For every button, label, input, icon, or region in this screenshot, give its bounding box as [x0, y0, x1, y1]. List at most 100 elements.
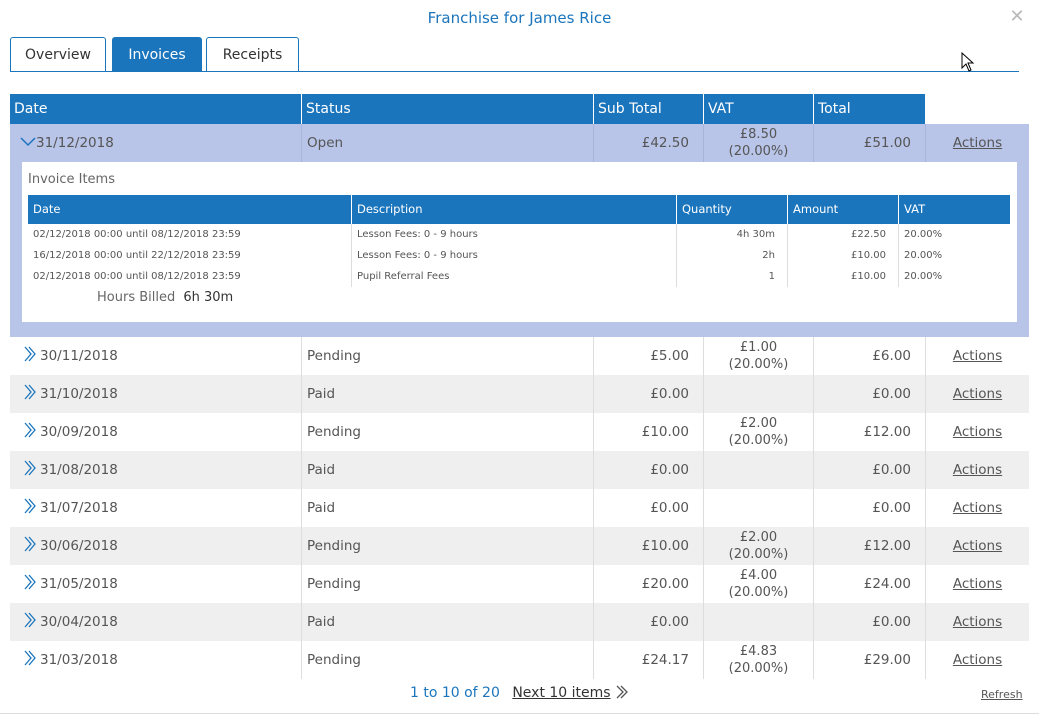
header-vat[interactable]: VAT: [704, 94, 814, 124]
chevron-right-icon[interactable]: [24, 384, 38, 404]
row-sub-total: £42.50: [594, 124, 704, 162]
row-total: £29.00: [814, 641, 926, 679]
row-date: 30/04/2018: [40, 614, 118, 630]
item-amount: £10.00: [788, 245, 899, 266]
row-date-cell: 30/09/2018: [10, 413, 302, 451]
header-total[interactable]: Total: [814, 94, 926, 124]
row-vat: [704, 375, 814, 413]
row-actions-cell: Actions: [926, 451, 1029, 489]
item-date: 02/12/2018 00:00 until 08/12/2018 23:59: [28, 266, 352, 287]
row-date-cell: 30/06/2018: [10, 527, 302, 565]
actions-link[interactable]: Actions: [952, 652, 1003, 668]
item-header-quantity: Quantity: [677, 195, 788, 224]
invoice-items-table: Date Description Quantity Amount VAT 02/…: [28, 195, 1010, 287]
row-date: 30/11/2018: [40, 348, 118, 364]
row-vat-amount: £4.83: [739, 644, 778, 659]
row-date: 30/09/2018: [40, 424, 118, 440]
item-vat: 20.00%: [904, 229, 943, 240]
row-sub-total: £0.00: [594, 489, 704, 527]
row-date-cell: 30/11/2018: [10, 337, 302, 375]
actions-link[interactable]: Actions: [952, 348, 1003, 364]
chevron-right-icon[interactable]: [615, 685, 629, 699]
close-icon[interactable]: ✕: [1009, 6, 1025, 27]
row-actions-cell: Actions: [926, 565, 1029, 603]
row-vat-rate: (20.00%): [728, 144, 789, 159]
row-sub-total: £24.17: [594, 641, 704, 679]
chevron-right-icon[interactable]: [24, 460, 38, 480]
table-row[interactable]: 31/05/2018 Pending £20.00 £4.00 (20.00%) £24.…: [10, 565, 1029, 603]
chevron-right-icon[interactable]: [24, 612, 38, 632]
row-actions-cell: Actions: [926, 489, 1029, 527]
dialog-title: Franchise for James Rice: [427, 9, 612, 27]
next-page-link[interactable]: Next 10 items: [512, 685, 611, 701]
actions-link[interactable]: Actions: [952, 462, 1003, 478]
header-date[interactable]: Date: [10, 94, 302, 124]
header-status[interactable]: Status: [302, 94, 594, 124]
row-vat-rate: (20.00%): [728, 661, 789, 676]
row-vat-rate: (20.00%): [728, 357, 789, 372]
actions-link[interactable]: Actions: [952, 424, 1003, 440]
invoice-item-row: 16/12/2018 00:00 until 22/12/2018 23:59 …: [28, 245, 1010, 266]
row-vat: £4.00 (20.00%): [704, 565, 814, 603]
mouse-cursor-icon: [961, 52, 975, 72]
header-sub-total[interactable]: Sub Total: [594, 94, 704, 124]
row-status: Open: [302, 124, 594, 162]
chevron-right-icon[interactable]: [24, 422, 38, 442]
tab-overview[interactable]: Overview: [10, 37, 106, 71]
table-row[interactable]: 30/11/2018 Pending £5.00 £1.00 (20.00%) £6.00…: [10, 337, 1029, 375]
row-actions-cell: Actions: [926, 124, 1029, 162]
item-description: Lesson Fees: 0 - 9 hours: [352, 245, 677, 266]
row-actions-cell: Actions: [926, 337, 1029, 375]
actions-link[interactable]: Actions: [952, 500, 1003, 516]
tab-invoices[interactable]: Invoices: [112, 37, 202, 71]
chevron-right-icon[interactable]: [24, 498, 38, 518]
row-sub-total: £0.00: [594, 451, 704, 489]
row-status: Pending: [302, 337, 594, 375]
row-actions-cell: Actions: [926, 375, 1029, 413]
table-row[interactable]: 31/08/2018 Paid £0.00 £0.00 Actions: [10, 451, 1029, 489]
row-total: £12.00: [814, 413, 926, 451]
row-date-cell: 31/05/2018: [10, 565, 302, 603]
actions-link[interactable]: Actions: [952, 135, 1003, 151]
item-quantity: 1: [677, 266, 788, 287]
row-status: Pending: [302, 413, 594, 451]
refresh-link[interactable]: Refresh: [981, 688, 1023, 701]
table-row[interactable]: 31/07/2018 Paid £0.00 £0.00 Actions: [10, 489, 1029, 527]
table-row[interactable]: 30/06/2018 Pending £10.00 £2.00 (20.00%) £12.…: [10, 527, 1029, 565]
row-date: 31/12/2018: [36, 135, 114, 151]
chevron-down-icon[interactable]: [20, 135, 36, 151]
table-row[interactable]: 30/09/2018 Pending £10.00 £2.00 (20.00%) £12.…: [10, 413, 1029, 451]
invoice-grid: Date Status Sub Total VAT Total 31/12/20…: [10, 94, 1029, 679]
actions-link[interactable]: Actions: [952, 386, 1003, 402]
actions-link[interactable]: Actions: [952, 538, 1003, 554]
item-vat: 20.00%: [904, 271, 943, 282]
row-vat: [704, 603, 814, 641]
row-vat-rate: (20.00%): [728, 547, 789, 562]
row-vat-amount: £4.00: [739, 568, 778, 583]
tab-receipts[interactable]: Receipts: [206, 37, 299, 71]
item-description: Lesson Fees: 0 - 9 hours: [352, 224, 677, 245]
actions-link[interactable]: Actions: [952, 576, 1003, 592]
item-quantity: 4h 30m: [677, 224, 788, 245]
row-total: £6.00: [814, 337, 926, 375]
table-row[interactable]: 31/03/2018 Pending £24.17 £4.83 (20.00%) £29.…: [10, 641, 1029, 679]
item-date: 02/12/2018 00:00 until 08/12/2018 23:59: [28, 224, 352, 245]
chevron-right-icon[interactable]: [24, 650, 38, 670]
pagination-range: 1 to 10 of 20: [409, 685, 500, 701]
actions-link[interactable]: Actions: [952, 614, 1003, 630]
row-status: Pending: [302, 527, 594, 565]
item-description: Pupil Referral Fees: [352, 266, 677, 287]
row-date: 31/08/2018: [40, 462, 118, 478]
table-row[interactable]: 30/04/2018 Paid £0.00 £0.00 Actions: [10, 603, 1029, 641]
row-vat-amount: £2.00: [739, 530, 778, 545]
table-row[interactable]: 31/10/2018 Paid £0.00 £0.00 Actions: [10, 375, 1029, 413]
chevron-right-icon[interactable]: [24, 346, 38, 366]
row-vat: £2.00 (20.00%): [704, 413, 814, 451]
chevron-right-icon[interactable]: [24, 574, 38, 594]
row-date-cell: 31/12/2018: [10, 124, 302, 162]
chevron-right-icon[interactable]: [24, 536, 38, 556]
item-vat: 20.00%: [904, 250, 943, 261]
item-quantity: 2h: [677, 245, 788, 266]
row-status: Paid: [302, 603, 594, 641]
table-row-expanded[interactable]: 31/12/2018 Open £42.50 £8.50 (20.00%) £5…: [10, 124, 1029, 162]
